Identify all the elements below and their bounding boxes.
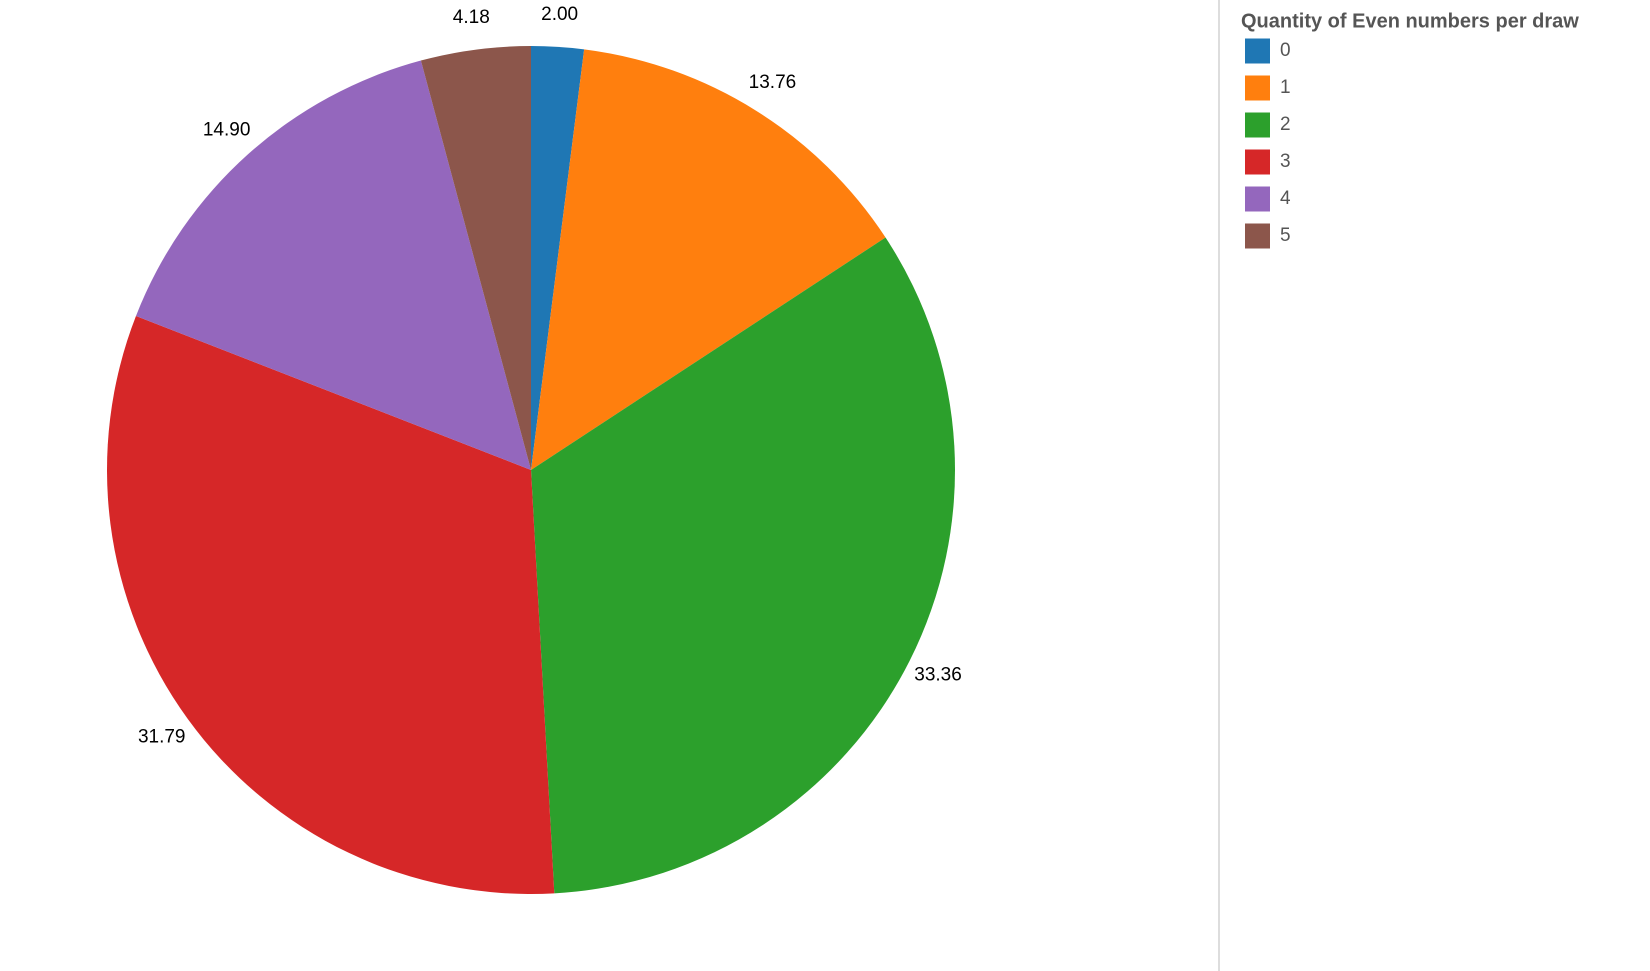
legend-swatch [1245,149,1270,175]
data-label: 14.90 [203,119,251,140]
legend-label: 3 [1280,151,1291,172]
legend-label: 2 [1280,114,1291,135]
legend-swatch [1245,38,1270,64]
legend-label: 5 [1280,225,1291,246]
legend-label: 1 [1280,77,1291,98]
legend-swatch [1245,112,1270,138]
data-label: 31.79 [138,727,186,748]
pie-slice [420,46,531,470]
pie-slice [531,46,585,470]
data-label: 2.00 [541,4,578,25]
legend-title: Quantity of Even numbers per draw [1241,10,1579,32]
data-label: 33.36 [914,665,962,686]
data-label: 4.18 [453,7,490,28]
pie-slice [135,60,531,470]
pie-slice [531,49,886,471]
legend-swatch [1245,223,1270,249]
legend-label: 4 [1280,188,1291,209]
data-label: 13.76 [749,72,797,93]
legend-swatch [1245,75,1270,101]
pie-slice [531,237,956,894]
legend-swatch [1245,186,1270,212]
pie-slice [106,315,555,894]
legend-label: 0 [1280,40,1291,61]
